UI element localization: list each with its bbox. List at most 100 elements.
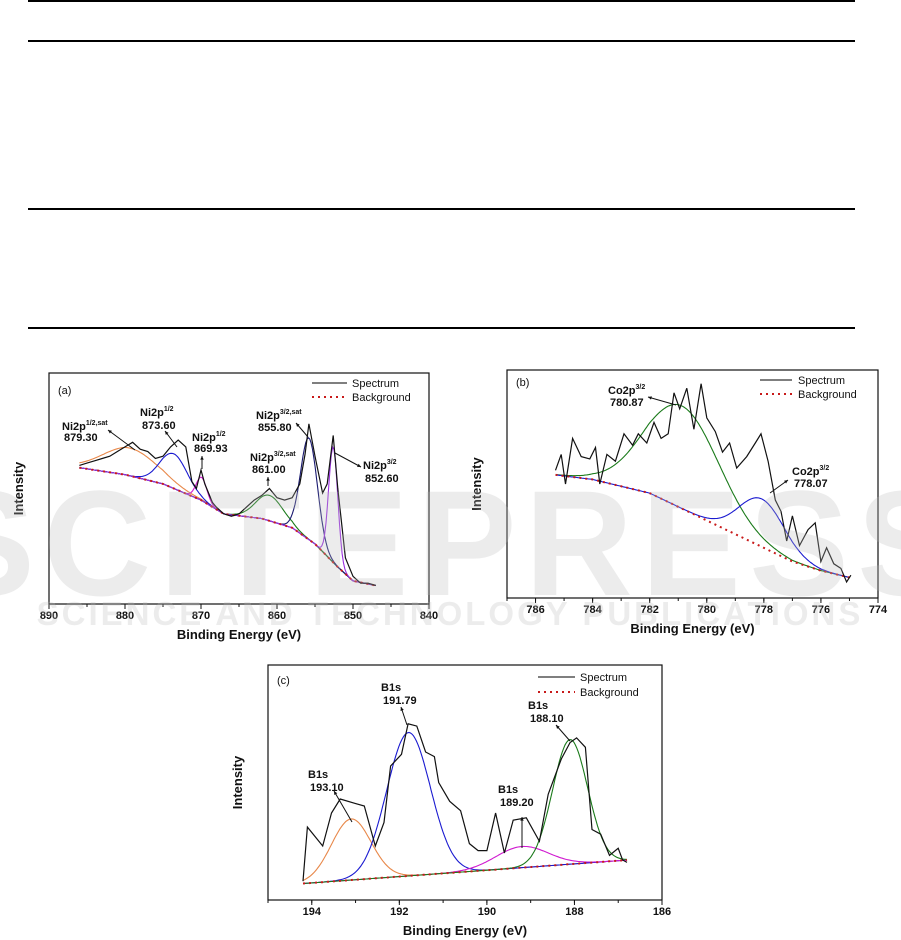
- background-line: [79, 466, 377, 587]
- plot-frame: [267, 664, 663, 901]
- panel-label: (c): [277, 675, 290, 687]
- peak-label-superscript: 3/2: [820, 465, 830, 472]
- x-tick-label: 778: [755, 604, 773, 616]
- x-tick-label: 188: [565, 906, 583, 918]
- peak-label: B1s: [528, 700, 548, 712]
- peak-label-name: Ni2p: [62, 421, 86, 433]
- chart-co2p: 786 784 782 780 778 776 774 Binding Energy (eV)…: [469, 369, 888, 636]
- table-top-rule: [28, 0, 855, 2]
- peak-label-name: Ni2p: [192, 432, 216, 444]
- peak-label: B1s: [308, 769, 328, 781]
- arrowhead-icon: [200, 456, 204, 460]
- table-section-rule: [28, 208, 855, 210]
- peak-label: Ni2p1/2: [140, 406, 174, 419]
- peak-label-value: 189.20: [500, 797, 534, 809]
- fit-component-189.2: [302, 845, 628, 885]
- x-tick-label: 774: [869, 604, 888, 616]
- watermark-logo-text: SCITEPRESS: [0, 459, 901, 627]
- arrowhead-icon: [784, 480, 788, 484]
- background-line: [302, 859, 628, 885]
- x-tick-label: 840: [420, 610, 438, 622]
- arrowhead-icon: [296, 423, 300, 427]
- annotation-arrow: [334, 452, 362, 468]
- peak-label-name: B1s: [308, 769, 328, 781]
- peak-label-superscript: 1/2: [164, 406, 174, 413]
- x-tick-label: 786: [526, 604, 544, 616]
- arrowhead-icon: [400, 707, 404, 711]
- table-header-rule: [28, 40, 855, 42]
- peak-label-value: 861.00: [252, 464, 286, 476]
- peak-label: Co2p3/2: [608, 384, 645, 397]
- peak-label-superscript: 1/2,sat: [86, 420, 108, 427]
- peak-label-superscript: 3/2,sat: [274, 451, 296, 458]
- x-axis-title: Binding Energy (eV): [630, 621, 754, 636]
- x-tick-label: 776: [812, 604, 830, 616]
- peak-label-name: Co2p: [608, 385, 636, 397]
- peak-label-value: 869.93: [194, 443, 228, 455]
- y-axis-title: Intensity: [469, 457, 484, 511]
- peak-label-value: 188.10: [530, 713, 564, 725]
- chart-ni2p: 890 880 870 860 850 840 Binding Energy (eV) Int…: [11, 372, 438, 642]
- peak-label: Ni2p1/2,sat: [62, 420, 108, 433]
- x-tick-label: 850: [344, 610, 362, 622]
- peak-label: B1s: [381, 682, 401, 694]
- peak-label-name: B1s: [528, 700, 548, 712]
- peak-label-value: 778.07: [794, 478, 828, 490]
- peak-label-name: Ni2p: [363, 460, 387, 472]
- x-axis-title: Binding Energy (eV): [403, 923, 527, 938]
- arrowhead-icon: [648, 396, 652, 400]
- legend-spectrum-label: Spectrum: [580, 672, 627, 684]
- peak-label-superscript: 3/2: [636, 384, 646, 391]
- y-axis-title: Intensity: [230, 755, 245, 809]
- peak-label-superscript: 3/2,sat: [280, 409, 302, 416]
- fit-component-780.87: [555, 403, 850, 579]
- chart-b1s: 194 192 190 188 186 Binding Energy (eV) Intens…: [230, 664, 671, 938]
- x-tick-label: 192: [390, 906, 408, 918]
- arrowhead-icon: [266, 477, 270, 481]
- peak-label-value: 855.80: [258, 422, 292, 434]
- peak-label-value: 193.10: [310, 782, 344, 794]
- peak-label-name: Ni2p: [256, 410, 280, 422]
- watermark-subtitle: SCIENCE AND TECHNOLOGY PUBLICATIONS: [37, 595, 864, 632]
- arrowhead-icon: [108, 430, 112, 434]
- arrowhead-icon: [520, 817, 524, 821]
- peak-label-value: 191.79: [383, 695, 417, 707]
- x-tick-label: 186: [653, 906, 671, 918]
- x-tick-label: 190: [478, 906, 496, 918]
- x-tick-label: 782: [641, 604, 659, 616]
- fit-component-191.79: [302, 731, 628, 885]
- y-axis-title: Intensity: [11, 461, 26, 515]
- peak-label-name: B1s: [498, 784, 518, 796]
- annotation-arrow: [769, 479, 789, 494]
- annotation-arrow: [107, 429, 136, 451]
- background-line: [555, 473, 850, 579]
- peak-label: B1s: [498, 784, 518, 796]
- peak-label-value: 879.30: [64, 432, 98, 444]
- peak-label-name: Ni2p: [140, 407, 164, 419]
- x-tick-label: 194: [303, 906, 322, 918]
- spectrum-line: [554, 383, 852, 584]
- arrowhead-icon: [165, 431, 169, 435]
- watermark: SCITEPRESSSCIENCE AND TECHNOLOGY PUBLICA…: [0, 459, 901, 632]
- x-tick-label: 890: [40, 610, 58, 622]
- arrowhead-icon: [334, 791, 338, 795]
- peak-label: Ni2p1/2: [192, 431, 226, 444]
- arrowhead-icon: [556, 725, 560, 729]
- peak-label-value: 852.60: [365, 473, 399, 485]
- peak-label-superscript: 1/2: [216, 431, 226, 438]
- annotation-arrow: [647, 396, 677, 406]
- spectrum-line: [302, 723, 628, 882]
- legend-background-label: Background: [580, 687, 639, 699]
- arrowhead-icon: [357, 463, 361, 467]
- peak-label: Co2p3/2: [792, 465, 829, 478]
- legend-spectrum-label: Spectrum: [352, 378, 399, 390]
- table-bottom-rule: [28, 327, 855, 329]
- plot-frame: [506, 369, 879, 599]
- legend-background-label: Background: [798, 389, 857, 401]
- peak-label-value: 873.60: [142, 420, 176, 432]
- legend-background-label: Background: [352, 392, 411, 404]
- x-tick-label: 870: [192, 610, 210, 622]
- peak-label-name: B1s: [381, 682, 401, 694]
- panel-label: (b): [516, 377, 529, 389]
